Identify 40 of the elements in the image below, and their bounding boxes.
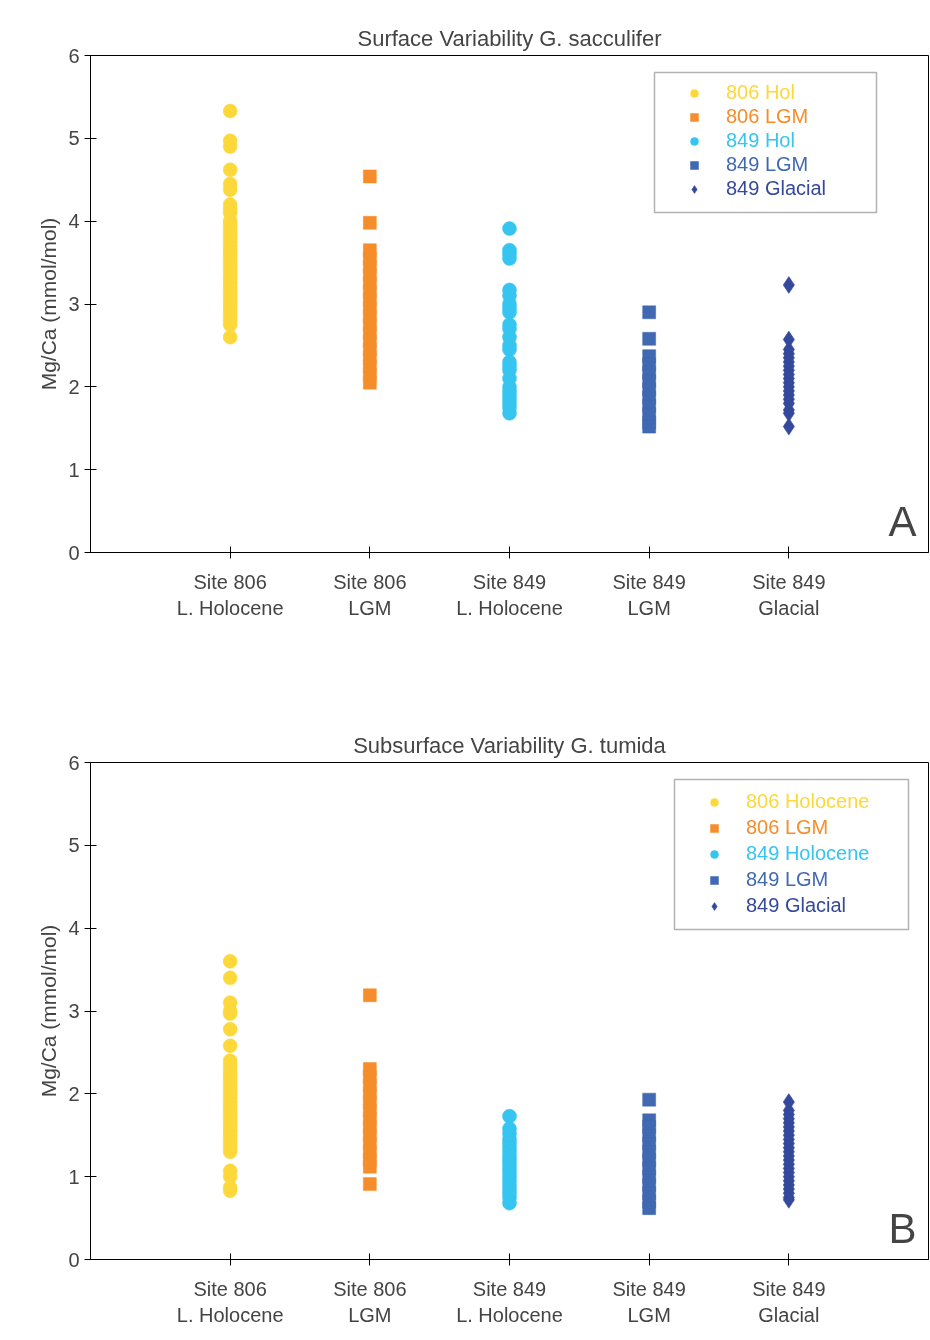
y-tick-label: 6 xyxy=(68,44,80,67)
legend-label: 849 Glacial xyxy=(726,177,827,200)
y-tick-label: 3 xyxy=(68,293,80,315)
legend-label: 806 Hol xyxy=(726,81,795,104)
x-tick-label: Site 849 Glacial xyxy=(752,570,826,619)
x-tick-label: Site 806 LGM xyxy=(333,570,407,619)
x-tick-label: Site 849 LGM xyxy=(612,570,686,619)
chart-title: Subsurface Variability G. tumida xyxy=(353,732,667,758)
x-tick-label: Site 806 L. Holocene xyxy=(176,570,284,619)
legend-label: 849 LGM xyxy=(726,153,809,176)
x-tick-label: Site 806 L. Holocene xyxy=(176,1277,284,1326)
annotation: B xyxy=(888,1204,917,1252)
x-tick-label: Site 849 LGM xyxy=(612,1277,686,1326)
legend-label: 849 Holocene xyxy=(746,842,870,865)
y-axis-title: Mg/Ca (mmol/mol) xyxy=(37,217,61,391)
legend-label: 806 LGM xyxy=(726,105,809,128)
legend-label: 806 Holocene xyxy=(746,790,870,813)
y-tick-label: 5 xyxy=(68,834,80,857)
legend-label: 806 LGM xyxy=(746,816,829,839)
chart-title: Surface Variability G. sacculifer xyxy=(357,25,662,51)
legend-label: 849 LGM xyxy=(746,868,829,891)
y-tick-label: 1 xyxy=(68,1165,80,1188)
y-tick-label: 0 xyxy=(68,541,80,564)
y-tick-label: 2 xyxy=(68,375,80,398)
legend-label: 849 Glacial xyxy=(746,894,847,917)
y-tick-label: 0 xyxy=(68,1248,80,1271)
y-tick-label: 6 xyxy=(68,751,80,774)
y-tick-label: 1 xyxy=(68,458,80,481)
y-axis-title: Mg/Ca (mmol/mol) xyxy=(37,924,61,1098)
x-tick-label: Site 849 L. Holocene xyxy=(456,1277,563,1326)
annotation: A xyxy=(888,497,917,545)
y-tick-label: 5 xyxy=(68,127,80,150)
y-tick-label: 4 xyxy=(68,210,80,233)
y-tick-label: 3 xyxy=(68,1000,80,1022)
y-tick-label: 4 xyxy=(68,917,80,940)
x-tick-label: Site 849 Glacial xyxy=(752,1277,826,1326)
y-tick-label: 2 xyxy=(68,1082,80,1105)
legend-label: 849 Hol xyxy=(726,129,795,152)
x-tick-label: Site 806 LGM xyxy=(333,1277,407,1326)
x-tick-label: Site 849 L. Holocene xyxy=(456,570,563,619)
